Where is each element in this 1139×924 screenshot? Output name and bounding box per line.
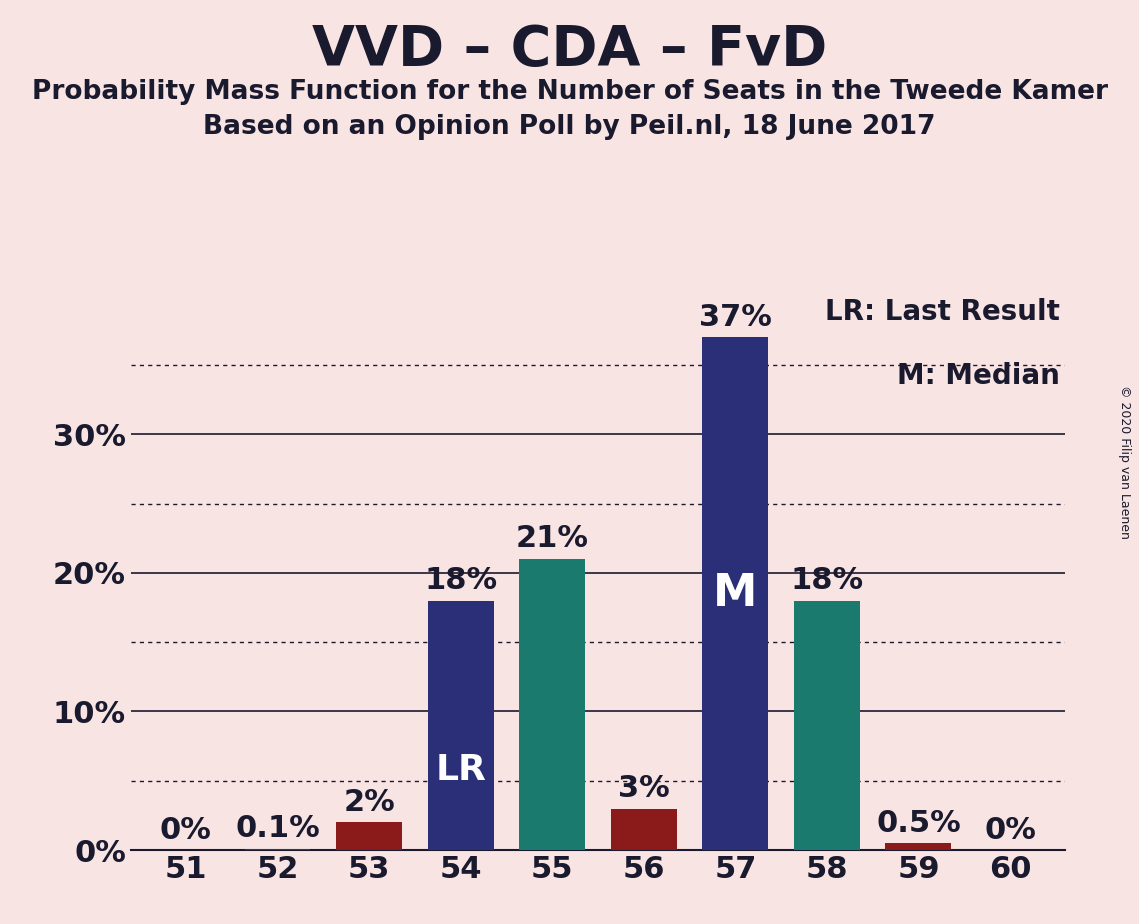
Bar bbox=[336, 822, 402, 850]
Text: 37%: 37% bbox=[699, 303, 772, 332]
Text: 0%: 0% bbox=[984, 816, 1036, 845]
Text: VVD – CDA – FvD: VVD – CDA – FvD bbox=[312, 23, 827, 77]
Text: LR: LR bbox=[435, 753, 486, 787]
Text: Based on an Opinion Poll by Peil.nl, 18 June 2017: Based on an Opinion Poll by Peil.nl, 18 … bbox=[203, 114, 936, 140]
Bar bbox=[794, 601, 860, 850]
Text: 0%: 0% bbox=[159, 816, 212, 845]
Bar bbox=[245, 848, 311, 850]
Text: 18%: 18% bbox=[424, 566, 498, 595]
Text: 0.5%: 0.5% bbox=[876, 808, 961, 837]
Text: 3%: 3% bbox=[617, 774, 670, 803]
Bar bbox=[519, 559, 585, 850]
Bar bbox=[427, 601, 493, 850]
Bar bbox=[611, 808, 677, 850]
Text: LR: Last Result: LR: Last Result bbox=[826, 298, 1060, 326]
Text: 2%: 2% bbox=[343, 788, 395, 817]
Text: M: Median: M: Median bbox=[898, 362, 1060, 390]
Text: 18%: 18% bbox=[790, 566, 863, 595]
Text: © 2020 Filip van Laenen: © 2020 Filip van Laenen bbox=[1118, 385, 1131, 539]
Bar bbox=[703, 337, 769, 850]
Text: 21%: 21% bbox=[516, 525, 589, 553]
Text: Probability Mass Function for the Number of Seats in the Tweede Kamer: Probability Mass Function for the Number… bbox=[32, 79, 1107, 104]
Text: 0.1%: 0.1% bbox=[235, 814, 320, 843]
Text: M: M bbox=[713, 572, 757, 615]
Bar bbox=[885, 843, 951, 850]
